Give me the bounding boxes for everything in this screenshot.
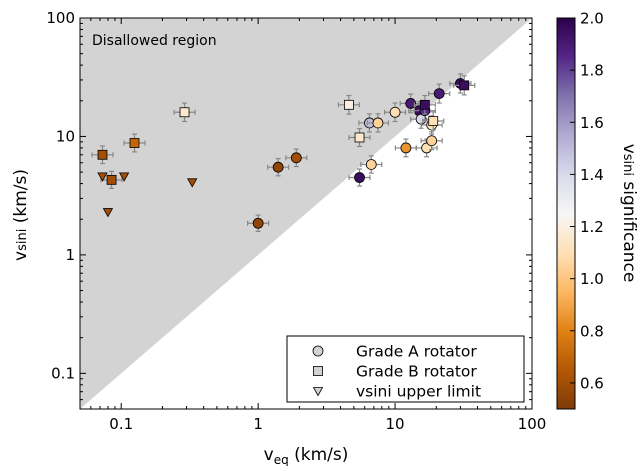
- colorbar-label-text: vsini significance: [619, 144, 639, 283]
- x-axis-label-main: veq (km/s): [264, 445, 349, 466]
- y-axis-label-main: vsini (km/s): [11, 169, 31, 261]
- x-axis-label: veq (km/s): [264, 445, 349, 467]
- colorbar-tick-label: 2.0: [580, 10, 604, 28]
- colorbar: 0.6 0.8 1.0 1.2 1.4 1.6 1.8 2.0 vsini significa…: [556, 10, 639, 410]
- data-point-square: [106, 174, 117, 185]
- data-point-square: [129, 138, 140, 148]
- colorbar-gradient: [556, 17, 576, 410]
- data-point-square: [179, 107, 190, 118]
- y-tick-label: 100: [46, 9, 75, 27]
- x-tick-label: 100: [518, 415, 547, 433]
- y-tick-label: 1: [65, 246, 75, 264]
- disallowed-region-label: Disallowed region: [92, 33, 217, 49]
- data-point-circle: [389, 106, 401, 118]
- data-point-circle: [426, 135, 438, 147]
- x-tick-label: 0.1: [109, 415, 133, 433]
- data-point-circle: [272, 161, 284, 173]
- legend-label: Grade B rotator: [356, 363, 477, 381]
- data-point-circle: [365, 159, 377, 170]
- legend-label: vsini upper limit: [356, 383, 481, 401]
- colorbar-tick-label: 1.0: [580, 270, 604, 288]
- y-axis-label: vsini (km/s): [11, 169, 31, 261]
- data-point-square: [428, 116, 439, 126]
- colorbar-tick-label: 1.4: [580, 166, 604, 184]
- data-point-circle: [433, 88, 445, 100]
- legend: Grade A rotator Grade B rotator vsini uppe…: [286, 335, 525, 403]
- legend-label: Grade A rotator: [356, 343, 477, 361]
- data-point-circle: [252, 217, 264, 229]
- data-point-circle: [372, 117, 384, 129]
- data-point-square: [97, 149, 108, 160]
- legend-marker-circle: [312, 345, 324, 357]
- data-points: [91, 73, 476, 232]
- data-point-circle: [405, 98, 417, 109]
- data-point-square: [354, 132, 365, 143]
- data-point-triangle-down: [118, 172, 130, 182]
- colorbar-tick-label: 1.8: [580, 62, 604, 80]
- legend-marker-square: [313, 366, 323, 376]
- y-tick-label: 0.1: [51, 364, 75, 382]
- x-axis: 0.1 1 10 100: [90, 18, 547, 433]
- colorbar-tick-label: 1.2: [580, 218, 604, 236]
- x-tick-label: 1: [253, 415, 263, 433]
- colorbar-label: vsini significance: [619, 144, 639, 283]
- colorbar-tick-label: 1.6: [580, 114, 604, 132]
- legend-box: [286, 335, 525, 403]
- data-point-square: [459, 80, 470, 91]
- data-point-circle: [354, 172, 365, 183]
- data-point-square: [419, 99, 430, 110]
- plot-frame: [79, 17, 533, 410]
- y-axis: 0.1 1 10 100: [46, 9, 532, 401]
- data-point-square: [343, 99, 354, 110]
- colorbar-tick-label: 0.6: [580, 374, 604, 392]
- y-tick-label: 10: [56, 127, 75, 145]
- x-tick-label: 10: [386, 415, 405, 433]
- data-point-triangle-down: [97, 172, 108, 182]
- data-point-circle: [290, 152, 302, 164]
- data-point-triangle-down: [187, 178, 198, 188]
- data-point-triangle-down: [102, 208, 114, 218]
- data-point-circle: [400, 142, 412, 154]
- colorbar-tick-label: 0.8: [580, 322, 604, 340]
- legend-marker-triangle-down: [312, 387, 324, 397]
